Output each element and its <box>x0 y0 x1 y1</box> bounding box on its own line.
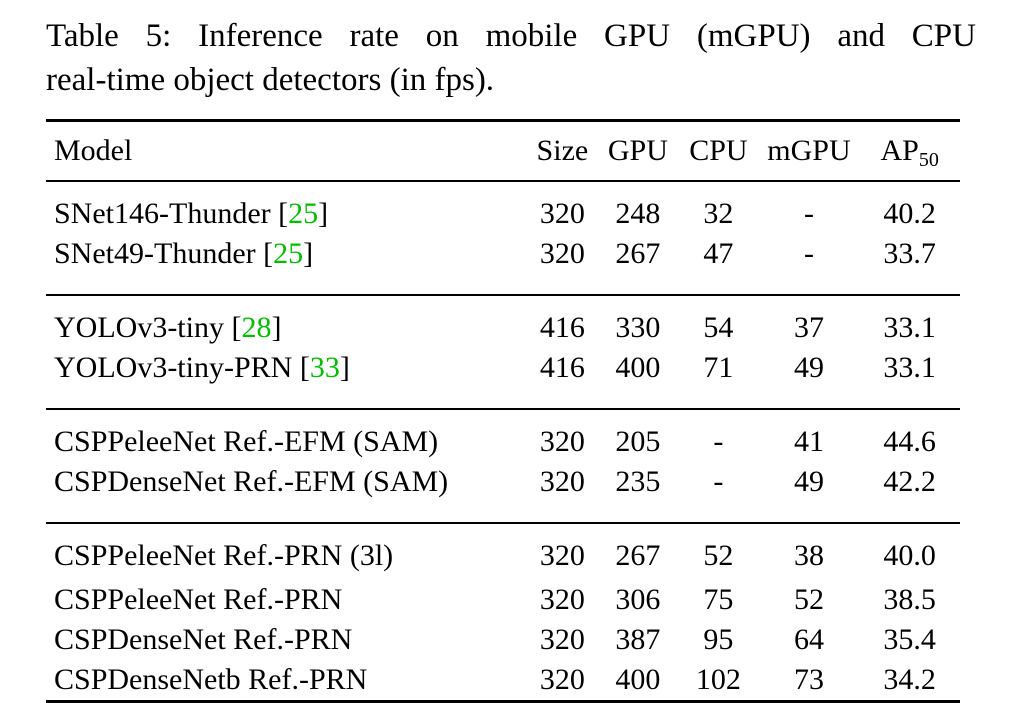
cell-mgpu: 37 <box>758 294 860 352</box>
cell-gpu: 248 <box>597 180 679 238</box>
cell-gpu: 400 <box>615 351 661 384</box>
cell-mgpu: 52 <box>793 583 824 616</box>
cell-model: YOLOv3-tiny-PRN [33] <box>46 352 527 409</box>
cell-gpu: 306 <box>615 583 661 616</box>
header-ap-subscript: 50 <box>918 149 939 171</box>
table-row: YOLOv3-tiny [28] 416 330 54 37 33.1 <box>46 294 960 352</box>
cell-cpu: 75 <box>703 583 734 616</box>
table-row: CSPPeleeNet Ref.-PRN 320 306 75 52 38.5 <box>46 580 960 620</box>
cell-cpu: - <box>678 408 759 466</box>
table-caption: Table 5: Inference rate on mobile GPU (m… <box>46 14 976 102</box>
table-row: CSPDenseNet Ref.-PRN 320 387 95 64 35.4 <box>46 620 960 660</box>
cell-gpu: 267 <box>597 522 679 580</box>
table-row: SNet49-Thunder [25] 320 267 47 - 33.7 <box>46 238 960 295</box>
citation-link[interactable]: 28 <box>241 311 272 344</box>
cell-ap50: 38.5 <box>883 583 936 616</box>
cite-close: ] <box>303 237 314 270</box>
cite-close: ] <box>318 197 329 230</box>
cell-cpu: 47 <box>703 237 734 270</box>
cell-mgpu: - <box>803 237 814 270</box>
cell-cpu: 71 <box>703 351 734 384</box>
cell-model: CSPDenseNet Ref.-EFM (SAM) <box>54 465 449 498</box>
citation-link[interactable]: 25 <box>288 197 319 230</box>
cell-model: CSPPeleeNet Ref.-PRN (3l) <box>46 522 528 580</box>
caption-line-2: real-time object detectors (in fps). <box>46 62 495 98</box>
cite-close: ] <box>271 311 282 344</box>
cell-mgpu: 49 <box>793 465 824 498</box>
model-name: YOLOv3-tiny-PRN <box>54 351 300 384</box>
cell-size: 320 <box>539 237 585 270</box>
table-row: CSPPeleeNet Ref.-EFM (SAM) 320 205 - 41 … <box>46 408 960 466</box>
cell-ap50: 33.1 <box>883 351 936 384</box>
cell-ap50: 35.4 <box>883 623 936 656</box>
cell-size: 416 <box>539 351 585 384</box>
cell-gpu: 205 <box>597 408 679 466</box>
cell-size: 320 <box>527 408 598 466</box>
cell-ap50: 34.2 <box>859 660 960 703</box>
cite-open: [ <box>263 237 274 270</box>
cell-size: 320 <box>539 583 585 616</box>
cell-mgpu: 64 <box>793 623 824 656</box>
header-ap: AP <box>880 134 919 167</box>
cell-model: CSPDenseNet Ref.-PRN <box>54 623 353 656</box>
cite-open: [ <box>231 311 242 344</box>
cell-ap50: 42.2 <box>883 465 936 498</box>
cite-open: [ <box>299 351 310 384</box>
header-ap50: AP50 <box>859 119 960 181</box>
cell-model: SNet146-Thunder [25] <box>46 180 528 238</box>
cell-cpu: 95 <box>703 623 734 656</box>
header-model: Model <box>46 119 528 181</box>
cell-gpu: 235 <box>615 465 661 498</box>
cell-gpu: 400 <box>597 660 679 703</box>
cell-size: 416 <box>527 294 598 352</box>
cell-mgpu: - <box>758 180 860 238</box>
model-name: SNet146-Thunder <box>54 197 279 230</box>
cell-mgpu: 49 <box>793 351 824 384</box>
cell-gpu: 387 <box>615 623 661 656</box>
header-cpu: CPU <box>678 119 759 181</box>
table-row: YOLOv3-tiny-PRN [33] 416 400 71 49 33.1 <box>46 352 960 409</box>
cell-ap50: 40.0 <box>859 522 960 580</box>
cite-open: [ <box>278 197 289 230</box>
header-size: Size <box>527 119 598 181</box>
cell-cpu: 32 <box>678 180 759 238</box>
table-row: CSPPeleeNet Ref.-PRN (3l) 320 267 52 38 … <box>46 522 960 580</box>
table-row: SNet146-Thunder [25] 320 248 32 - 40.2 <box>46 180 960 238</box>
cell-model: CSPPeleeNet Ref.-PRN <box>54 583 343 616</box>
cell-mgpu: 38 <box>758 522 860 580</box>
table-header-row: Model Size GPU CPU mGPU AP50 <box>46 119 960 181</box>
cell-ap50: 40.2 <box>859 180 960 238</box>
cell-size: 320 <box>527 522 598 580</box>
cell-gpu: 330 <box>597 294 679 352</box>
citation-link[interactable]: 33 <box>309 351 340 384</box>
cell-cpu: 102 <box>678 660 759 703</box>
cell-mgpu: 41 <box>758 408 860 466</box>
caption-line-1: Table 5: Inference rate on mobile GPU (m… <box>46 18 976 54</box>
header-mgpu: mGPU <box>758 119 860 181</box>
cell-model: YOLOv3-tiny [28] <box>46 294 528 352</box>
model-name: SNet49-Thunder <box>54 237 264 270</box>
cell-ap50: 33.1 <box>859 294 960 352</box>
cell-model: CSPPeleeNet Ref.-EFM (SAM) <box>46 408 528 466</box>
cell-size: 320 <box>527 660 598 703</box>
cell-mgpu: 73 <box>758 660 860 703</box>
cell-ap50: 44.6 <box>859 408 960 466</box>
table-row: CSPDenseNet Ref.-EFM (SAM) 320 235 - 49 … <box>46 466 960 523</box>
inference-rate-table: Model Size GPU CPU mGPU AP50 SNet146-Thu… <box>46 119 960 703</box>
citation-link[interactable]: 25 <box>273 237 304 270</box>
cell-cpu: 54 <box>678 294 759 352</box>
cell-model: SNet49-Thunder [25] <box>46 238 527 295</box>
cell-gpu: 267 <box>615 237 661 270</box>
cite-close: ] <box>339 351 350 384</box>
header-gpu: GPU <box>597 119 679 181</box>
table-row: CSPDenseNetb Ref.-PRN 320 400 102 73 34.… <box>46 660 960 703</box>
cell-size: 320 <box>527 180 598 238</box>
cell-ap50: 33.7 <box>883 237 936 270</box>
cell-model: CSPDenseNetb Ref.-PRN <box>46 660 528 703</box>
model-name: YOLOv3-tiny <box>54 311 232 344</box>
cell-cpu: 52 <box>678 522 759 580</box>
cell-cpu: - <box>713 465 724 498</box>
cell-size: 320 <box>539 623 585 656</box>
cell-size: 320 <box>539 465 585 498</box>
